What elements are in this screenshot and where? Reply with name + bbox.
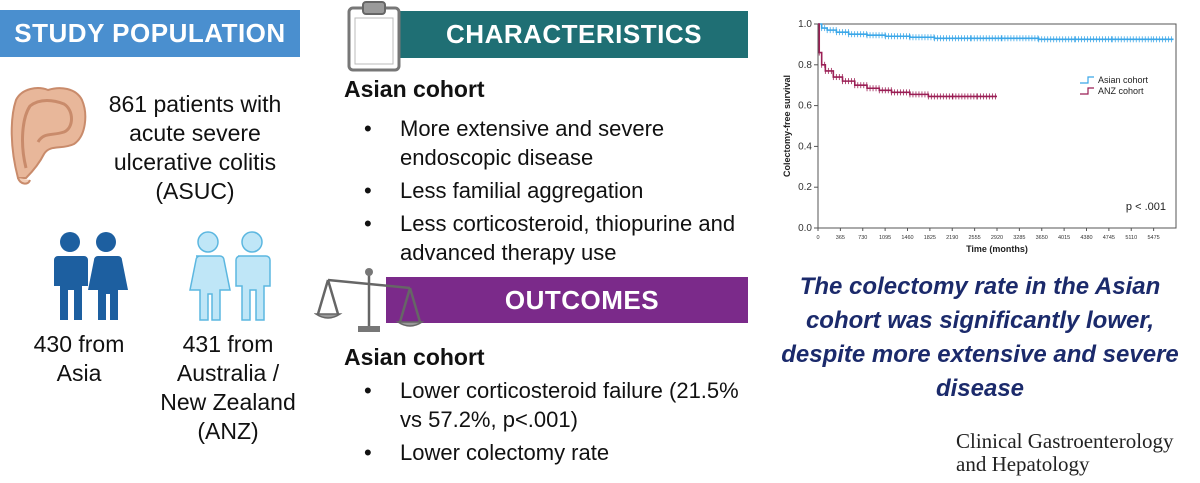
- x-tick-label: 4745: [1103, 235, 1115, 241]
- scales-icon: [314, 268, 424, 332]
- censor-marks: [818, 49, 996, 100]
- list-item: • Less familial aggregation: [364, 178, 644, 203]
- study-population-header: STUDY POPULATION: [0, 10, 300, 57]
- x-tick-label: 3650: [1036, 235, 1048, 241]
- y-tick-label: 1.0: [798, 19, 812, 30]
- bullet-marker: •: [364, 378, 372, 403]
- outcomes-header: OUTCOMES: [386, 277, 748, 323]
- bullet-marker: •: [364, 211, 372, 236]
- characteristics-header: CHARACTERISTICS: [370, 11, 748, 58]
- y-tick-label: 0.4: [798, 141, 812, 152]
- y-tick-label: 0.6: [798, 101, 812, 112]
- legend-label: ANZ cohort: [1098, 86, 1144, 96]
- list-item: • Lower colectomy rate: [364, 440, 610, 465]
- x-tick-label: 4380: [1080, 235, 1092, 241]
- bullet-marker: •: [364, 440, 372, 465]
- list-item: • Less corticosteroid, thiopurine and adv…: [364, 211, 736, 265]
- p-value-annotation: p < .001: [1126, 201, 1166, 213]
- legend-swatch: [1080, 76, 1094, 84]
- survival-chart: 0.0 0.2 0.4 0.6 0.8 1.0 0 365 730 1095 1460 1825 219…: [782, 19, 1177, 254]
- characteristics-list: • More extensive and severe endoscopic di…: [346, 114, 746, 271]
- y-axis-label: Colectomy-free survival: [782, 75, 792, 177]
- x-tick-label: 5475: [1148, 235, 1160, 241]
- x-tick-label: 0: [816, 235, 819, 241]
- x-tick-label: 5110: [1125, 235, 1137, 241]
- legend-swatch: [1080, 87, 1094, 95]
- x-tick-label: 4015: [1058, 235, 1070, 241]
- clipboard-icon: [347, 1, 401, 72]
- y-tick-label: 0.8: [798, 60, 812, 71]
- x-tick-label: 2555: [969, 235, 981, 241]
- conclusion-text: The colectomy rate in the Asian cohort w…: [781, 273, 1179, 402]
- bullet-marker: •: [364, 116, 372, 141]
- anz-count: 431 from Australia / New Zealand (ANZ): [160, 331, 296, 444]
- bullet-marker: •: [364, 178, 372, 203]
- x-tick-label: 3285: [1013, 235, 1025, 241]
- people-icon: [189, 231, 271, 321]
- x-tick-label: 1825: [924, 235, 936, 241]
- outcomes-list: • Lower corticosteroid failure (21.5% vs …: [346, 376, 746, 471]
- y-tick-label: 0.2: [798, 182, 812, 193]
- x-tick-label: 1095: [879, 235, 891, 241]
- x-tick-label: 2920: [991, 235, 1003, 241]
- x-tick-label: 2190: [946, 235, 958, 241]
- population-summary: 861 patients with acute severe ulcerativ…: [108, 91, 282, 204]
- list-item: • Lower corticosteroid failure (21.5% vs …: [364, 378, 739, 432]
- outcomes-cohort-title: Asian cohort: [344, 344, 485, 370]
- censor-marks: [821, 25, 1173, 43]
- journal-logo: Clinical Gastroenterology and Hepatology: [956, 429, 1174, 476]
- asia-count: 430 from Asia: [33, 331, 125, 386]
- x-tick-label: 730: [858, 235, 867, 241]
- x-tick-label: 365: [836, 235, 845, 241]
- y-tick-label: 0.0: [798, 223, 812, 234]
- characteristics-cohort-title: Asian cohort: [344, 76, 485, 102]
- colon-icon: [10, 87, 87, 185]
- legend-label: Asian cohort: [1098, 75, 1149, 85]
- x-tick-label: 1460: [901, 235, 913, 241]
- plot-frame: [817, 23, 1177, 229]
- x-axis-label: Time (months): [966, 244, 1028, 254]
- list-item: • More extensive and severe endoscopic di…: [364, 116, 665, 170]
- people-icon: [54, 232, 128, 320]
